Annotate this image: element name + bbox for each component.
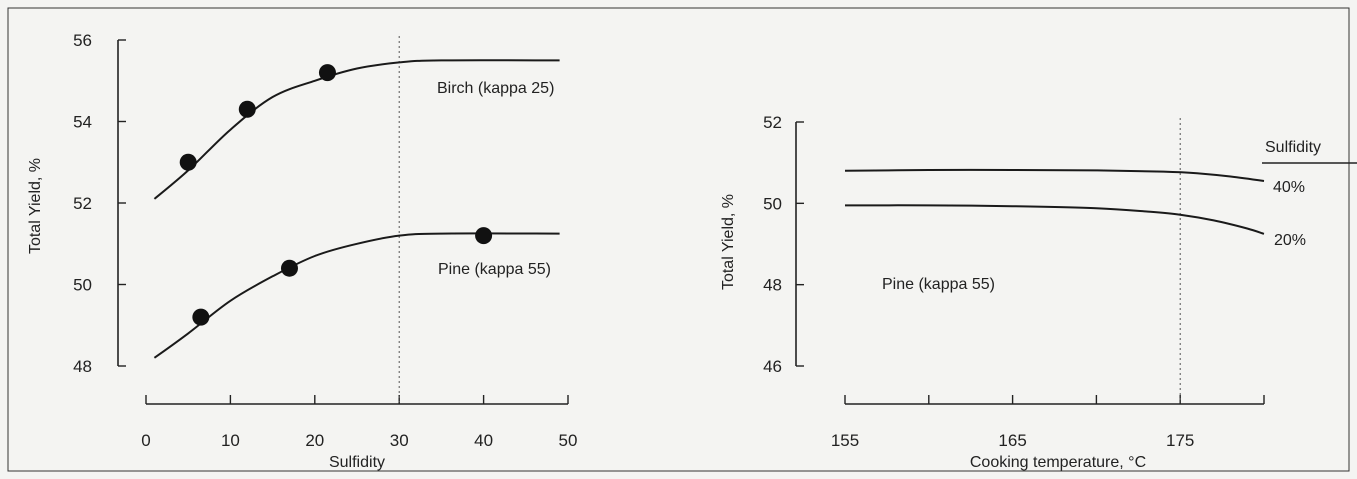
left-data-point <box>280 259 298 277</box>
right-series-line-1 <box>844 204 1265 235</box>
left-data-point <box>192 308 210 326</box>
right-series-label: 40% <box>1273 179 1305 196</box>
left-data-point <box>318 64 336 82</box>
right-y-tick-label: 48 <box>763 276 782 295</box>
right-y-axis-title: Total Yield, % <box>720 194 737 290</box>
left-x-tick-label: 30 <box>390 431 409 450</box>
left-y-tick-label: 56 <box>73 31 92 50</box>
left-data-point <box>179 153 197 171</box>
left-x-axis-title: Sulfidity <box>329 454 385 471</box>
right-series-label: 20% <box>1274 232 1306 249</box>
chart-sulfidity: Total Yield, % Sulfidity 48 50 52 54 56 0 10 20… <box>27 31 577 471</box>
left-y-axis-title: Total Yield, % <box>27 158 44 254</box>
right-y-tick-label: 50 <box>763 194 782 213</box>
left-series-label: Pine (kappa 55) <box>438 261 551 278</box>
left-x-tick-label: 20 <box>305 431 324 450</box>
annotation-pine: Pine (kappa 55) <box>882 276 995 293</box>
left-data-point <box>238 100 256 118</box>
right-x-tick-label: 175 <box>1166 431 1194 450</box>
left-data-point <box>475 227 493 245</box>
left-x-tick-label: 50 <box>559 431 578 450</box>
left-y-tick-label: 48 <box>73 357 92 376</box>
left-x-tick-label: 0 <box>141 431 150 450</box>
left-x-tick-label: 40 <box>474 431 493 450</box>
right-x-tick-label: 165 <box>998 431 1026 450</box>
left-series-line-1 <box>153 232 560 359</box>
chart-temperature: Total Yield, % Cooking temperature, °C P… <box>720 113 1357 471</box>
right-y-tick-label: 46 <box>763 357 782 376</box>
legend-title-sulfidity: Sulfidity <box>1265 139 1321 156</box>
left-y-tick-label: 54 <box>73 113 92 132</box>
right-series-line-0 <box>844 168 1265 182</box>
left-y-tick-label: 50 <box>73 276 92 295</box>
left-y-tick-label: 52 <box>73 194 92 213</box>
left-x-tick-label: 10 <box>221 431 240 450</box>
left-series-line-0 <box>153 59 560 200</box>
right-y-tick-label: 52 <box>763 113 782 132</box>
right-x-tick-label: 155 <box>831 431 859 450</box>
figure-frame <box>7 7 1350 472</box>
left-series-label: Birch (kappa 25) <box>437 80 554 97</box>
right-x-axis-title: Cooking temperature, °C <box>970 454 1146 471</box>
